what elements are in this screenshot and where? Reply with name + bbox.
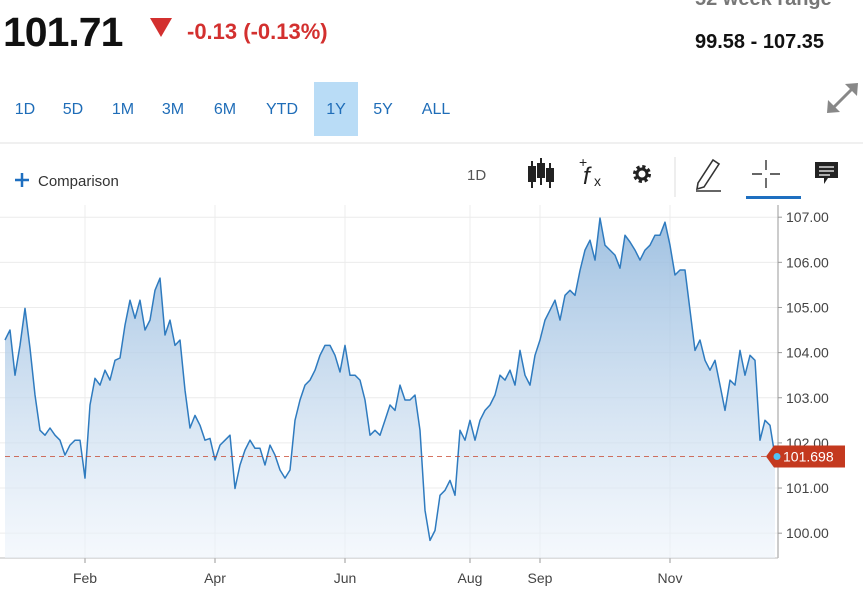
range-tab[interactable]: 5Y: [373, 101, 393, 118]
svg-text:x: x: [594, 173, 601, 189]
active-tab-bg: [314, 82, 358, 136]
range-tabs: 1D 5D 1M 3M 6M YTD 1Y 5Y ALL: [15, 82, 451, 136]
range-tab-label: 1Y: [326, 101, 346, 118]
y-tick-label: 103.00: [786, 390, 829, 406]
y-tick-label: 100.00: [786, 525, 829, 541]
range-tab[interactable]: 1M: [112, 101, 134, 118]
crosshair-icon[interactable]: [752, 160, 780, 188]
settings-icon[interactable]: [633, 165, 651, 183]
comparison-button[interactable]: Comparison: [15, 173, 119, 190]
comparison-label: Comparison: [38, 173, 119, 190]
range-tab[interactable]: 1D: [15, 101, 35, 118]
svg-text:f: f: [583, 163, 592, 190]
range-tab[interactable]: YTD: [266, 101, 298, 118]
range-tab-label: YTD: [266, 101, 298, 118]
range-tab-label: 5D: [63, 101, 83, 118]
range-tab-label: 3M: [162, 101, 184, 118]
last-value-badge: [766, 445, 845, 468]
y-tick-label: 107.00: [786, 209, 829, 225]
x-tick-label: Jun: [334, 570, 357, 586]
last-value-label: 101.698: [783, 449, 834, 465]
interval-button[interactable]: 1D: [467, 167, 486, 184]
range-tab[interactable]: 6M: [214, 101, 236, 118]
range-tab-label: 1D: [15, 101, 35, 118]
x-tick-label: Sep: [528, 570, 553, 586]
range-tab[interactable]: 1Y: [314, 82, 358, 136]
price-line: [4, 217, 776, 542]
y-tick-label: 105.00: [786, 299, 829, 315]
range-tab-label: 5Y: [373, 101, 393, 118]
area-fill: [5, 218, 775, 558]
range-tab[interactable]: ALL: [422, 101, 451, 118]
range-tab[interactable]: 3M: [162, 101, 184, 118]
y-tick-label: 104.00: [786, 345, 829, 361]
candle-icon[interactable]: [528, 158, 554, 188]
y-tick-label: 106.00: [786, 254, 829, 270]
svg-text:+: +: [579, 154, 587, 170]
function-icon[interactable]: + f x: [579, 154, 601, 190]
active-tool-underline: [746, 196, 801, 199]
draw-icon[interactable]: [696, 158, 721, 192]
last-value-dot: [773, 453, 781, 461]
plus-icon: [15, 173, 29, 187]
price-change: -0.13 (-0.13%): [187, 19, 328, 44]
range-label: 52 week range: [695, 0, 832, 10]
range-tab-label: ALL: [422, 101, 451, 118]
y-tick-label: 101.00: [786, 480, 829, 496]
range-tab-label: 6M: [214, 101, 236, 118]
comment-icon[interactable]: [815, 162, 838, 184]
chart: 100.00101.00102.00103.00104.00105.00106.…: [0, 205, 845, 586]
range-tab[interactable]: 5D: [63, 101, 83, 118]
week-range: 99.58 - 107.35: [695, 31, 824, 53]
x-tick-label: Nov: [658, 570, 683, 586]
down-arrow: [150, 18, 172, 37]
range-tab-label: 1M: [112, 101, 134, 118]
x-tick-label: Apr: [204, 570, 226, 586]
x-tick-label: Aug: [458, 570, 483, 586]
expand-button[interactable]: [827, 83, 858, 113]
price: 101.71: [3, 9, 123, 55]
x-tick-label: Feb: [73, 570, 97, 586]
